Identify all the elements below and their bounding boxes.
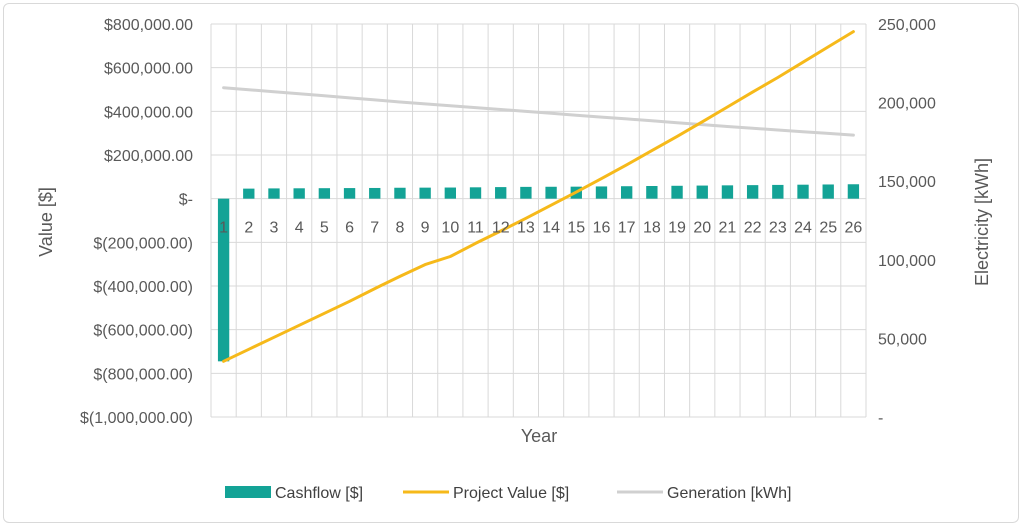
x-tick-label: 6 [345,220,354,237]
cashflow-bar [595,186,608,199]
x-tick-label: 3 [270,220,279,237]
y2-tick-label: 200,000 [878,96,936,113]
gridlines [210,23,867,418]
x-tick-label: 2 [244,220,253,237]
cashflow-bar [520,186,532,199]
x-tick-label: 1 [219,220,228,237]
cashflow-bar [444,187,456,199]
x-tick-label: 19 [668,220,686,237]
cashflow-bar [394,187,406,199]
x-tick-label: 5 [320,220,329,237]
tick-labels: $800,000.00 $600,000.00 $400,000.00 $200,00… [80,17,936,427]
cashflow-bar [772,184,784,199]
legend-swatch-cashflow [225,486,271,498]
y-tick-label: $- [179,192,193,209]
y-tick-label: $400,000.00 [104,104,193,121]
cashflow-bar [217,198,230,362]
cashflow-bar [822,184,834,199]
x-tick-label: 23 [769,220,787,237]
legend-label-project-value: Project Value [$] [453,485,569,502]
y-tick-label: $(400,000.00) [93,279,193,296]
x-tick-label: 16 [593,220,611,237]
cashflow-bar [268,188,280,199]
x-axis-title: Year [521,426,557,446]
cashflow-bar [469,187,482,199]
x-tick-label: 18 [643,220,661,237]
x-tick-label: 14 [542,220,560,237]
cashflow-bar [495,187,507,199]
legend-label-cashflow: Cashflow [$] [275,485,363,502]
series-lines [222,30,855,363]
cashflow-bar [797,184,809,199]
x-tick-label: 26 [845,220,863,237]
y2-tick-label: - [878,410,883,427]
legend-label-generation: Generation [kWh] [667,485,792,502]
chart-frame [3,3,1019,523]
y-tick-label: $(600,000.00) [93,323,193,340]
x-tick-label: 24 [794,220,812,237]
legend: Cashflow [$] Project Value [$] Generation … [225,485,792,502]
y2-tick-label: 50,000 [878,331,927,348]
project-value-line [222,30,855,363]
cashflow-bar [293,188,305,199]
cashflow-bar [343,188,356,199]
x-tick-label: 22 [744,220,762,237]
generation-line [222,86,855,137]
y2-axis-title: Electricity [kWh] [972,158,992,286]
x-tick-label: 10 [441,220,459,237]
x-tick-label: 8 [395,220,404,237]
cashflow-bar [696,185,708,199]
cashflow-bar [545,186,557,199]
x-tick-label: 15 [567,220,585,237]
x-tick-label: 21 [719,220,737,237]
x-tick-label: 17 [618,220,636,237]
y-tick-label: $(1,000,000.00) [80,410,193,427]
y-tick-label: $800,000.00 [104,17,193,34]
cashflow-bar [621,186,633,199]
cashflow-bar [318,188,331,199]
y-tick-label: $(800,000.00) [93,366,193,383]
x-tick-label: 25 [819,220,837,237]
x-tick-label: 11 [467,220,484,237]
x-tick-label: 4 [295,220,304,237]
x-tick-label: 20 [693,220,711,237]
cashflow-bar [369,187,381,199]
cashflow-bar [847,184,860,199]
cashflow-bar [646,186,658,199]
y2-tick-label: 150,000 [878,174,936,191]
cashflow-bar [671,185,683,199]
y-axis-title: Value [$] [36,187,56,257]
y-tick-label: $600,000.00 [104,61,193,78]
cashflow-bar [243,188,255,199]
x-tick-label: 7 [370,220,379,237]
y2-tick-label: 250,000 [878,17,936,34]
y-tick-label: $200,000.00 [104,148,193,165]
y-tick-label: $(200,000.00) [93,235,193,252]
y2-tick-label: 100,000 [878,253,936,270]
x-tick-label: 13 [517,220,535,237]
cashflow-bars [217,184,860,362]
cashflow-bar [721,185,734,199]
x-tick-label: 12 [492,220,510,237]
x-tick-label: 9 [421,220,430,237]
cashflow-bar [419,187,431,199]
cashflow-bar [746,185,759,199]
